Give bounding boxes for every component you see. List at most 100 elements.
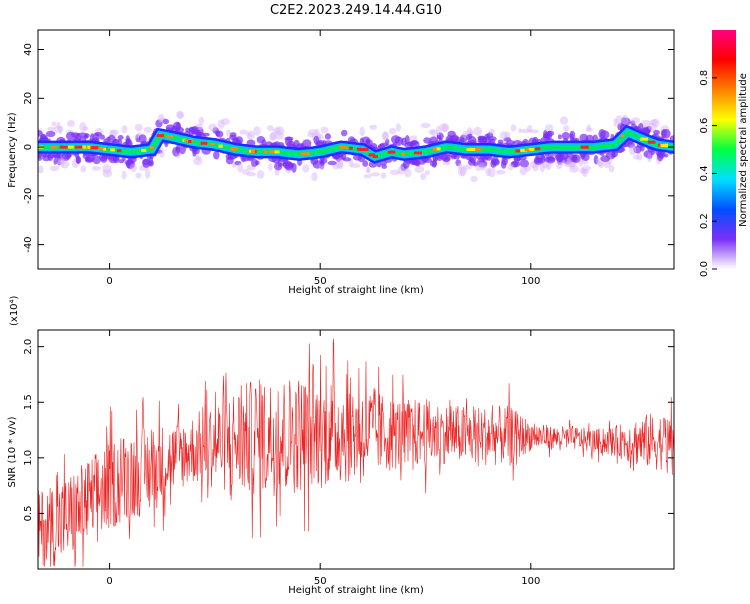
spectrogram-noise-blob <box>519 159 529 168</box>
spectrogram-ticks: 0 50 100 -40 -20 0 20 40 <box>23 30 674 287</box>
spectrogram-peak <box>250 150 256 154</box>
spectrogram-peak <box>75 145 83 149</box>
spectrogram-noise-blob <box>311 172 318 182</box>
spectrogram-noise-blob <box>177 111 184 120</box>
spectrogram-peak <box>231 147 236 151</box>
spectrogram-noise-blob <box>425 170 430 176</box>
spectrogram-noise-blob <box>570 154 578 163</box>
spectrogram-noise-blob <box>143 126 152 133</box>
spectrogram-noise-blob <box>267 125 274 132</box>
spectrogram-noise-blob <box>582 168 588 177</box>
spectrogram-noise-blob <box>472 161 478 167</box>
spectrogram-peak <box>535 147 541 151</box>
spectrogram-x-tick-label: 50 <box>314 276 327 287</box>
spectrogram-noise-blob <box>269 132 276 141</box>
spectrogram-noise-blob <box>507 163 514 171</box>
spectrogram-noise-blob <box>85 157 90 162</box>
colorbar-tick-label: 0.2 <box>699 213 710 229</box>
spectrogram-noise-blob <box>596 157 601 166</box>
snr-y-tick-label: 0.5 <box>23 505 34 521</box>
spectrogram-ridge <box>38 124 674 164</box>
spectrogram-noise-blob <box>112 138 120 144</box>
spectrogram-noise-blob <box>198 116 204 126</box>
spectrogram-noise-blob <box>546 156 556 164</box>
spectrogram-peak <box>647 140 656 144</box>
colorbar-tick-label: 0.8 <box>699 70 710 86</box>
spectrogram-noise-blob <box>441 123 448 133</box>
spectrogram-noise-blob <box>208 123 218 132</box>
spectrogram-noise-blob <box>109 129 119 135</box>
spectrogram-noise-blob <box>142 158 151 168</box>
spectrogram-noise-blob <box>274 169 280 176</box>
spectrogram-noise-blob <box>51 121 57 127</box>
spectrogram-noise-blob <box>134 123 143 132</box>
spectrogram-noise-blob <box>558 154 564 163</box>
spectrogram-noise-blob <box>103 138 108 144</box>
snr-series-line <box>38 338 674 567</box>
spectrogram-noise-blob <box>336 158 344 169</box>
spectrogram-noise-blob <box>640 119 651 127</box>
spectrogram-noise-blob <box>302 139 312 149</box>
spectrogram-noise-blob <box>579 133 588 142</box>
snr-panel: 0 50 100 0.5 1.0 1.5 2.0 Height of straight li… <box>7 295 675 596</box>
spectrogram-peak <box>387 150 396 154</box>
spectrogram-noise-blob <box>500 159 507 169</box>
spectrogram-noise-blob <box>179 144 186 155</box>
spectrogram-noise-blob <box>603 161 611 169</box>
colorbar-tick-label: 0.0 <box>699 261 710 277</box>
spectrogram-noise-blob <box>58 125 63 135</box>
spectrogram-noise-blob <box>38 130 43 137</box>
colorbar-gradient <box>712 30 736 269</box>
spectrogram-noise-blob <box>66 131 76 141</box>
spectrogram-peak <box>520 148 528 152</box>
spectrogram-noise-blob <box>75 156 82 164</box>
spectrogram-noise-blob <box>643 128 651 134</box>
spectrogram-noise-blob <box>382 131 389 141</box>
spectrogram-noise-blob <box>99 134 105 140</box>
spectrogram-noise-blob <box>414 166 425 173</box>
spectrogram-noise-blob <box>226 129 231 137</box>
spectrogram-noise-blob <box>586 124 592 131</box>
spectrogram-noise-blob <box>404 168 412 178</box>
spectrogram-peak <box>83 145 87 149</box>
spectrogram-noise-blob <box>563 125 570 132</box>
spectrogram-noise-blob <box>423 137 431 144</box>
spectrogram-noise-blob <box>647 152 652 163</box>
spectrogram-noise-blob <box>121 170 127 180</box>
spectrogram-peak <box>51 145 58 149</box>
spectrogram-peak <box>472 148 481 151</box>
spectrogram-noise-blob <box>545 132 550 139</box>
spectrogram-noise-blob <box>557 134 563 140</box>
spectrogram-noise-blob <box>629 145 637 156</box>
spectrogram-noise-blob <box>53 158 58 165</box>
spectrogram-noise-blob <box>242 169 250 175</box>
spectrogram-noise-blob <box>275 126 285 136</box>
spectrogram-noise-blob <box>608 164 615 173</box>
spectrogram-noise-blob <box>299 143 305 148</box>
spectrogram-noise-blob <box>611 151 616 158</box>
colorbar-tick-label: 0.6 <box>699 118 710 134</box>
spectrogram-noise-blob <box>251 158 258 167</box>
spectrogram-peak <box>339 145 348 149</box>
colorbar-ticks: 0.0 0.2 0.4 0.6 0.8 <box>699 70 717 277</box>
spectrogram-noise-blob <box>77 132 88 138</box>
spectrogram-noise-blob <box>215 130 221 137</box>
spectrogram-noise-blob <box>487 167 496 178</box>
spectrogram-noise-blob <box>376 162 382 168</box>
spectrogram-noise-blob <box>457 162 463 170</box>
spectrogram-noise-blob <box>363 174 372 179</box>
spectrogram-noise-blob <box>521 128 531 133</box>
spectrogram-noise-blob <box>477 136 487 142</box>
spectrogram-peak <box>110 148 115 152</box>
spectrogram-noise-blob <box>49 165 60 172</box>
spectrogram-plot-frame <box>37 29 675 270</box>
spectrogram-peak <box>103 147 107 151</box>
spectrogram-peak <box>141 148 147 152</box>
spectrogram-noise-blob <box>92 155 101 165</box>
spectrogram-y-axis-label: Frequency (Hz) <box>7 112 18 188</box>
spectrogram-x-tick-label: 100 <box>521 276 540 287</box>
spectrogram-noise-blob <box>313 135 320 145</box>
spectrogram-peak <box>263 150 267 154</box>
spectrogram-noise-blob <box>401 137 407 146</box>
